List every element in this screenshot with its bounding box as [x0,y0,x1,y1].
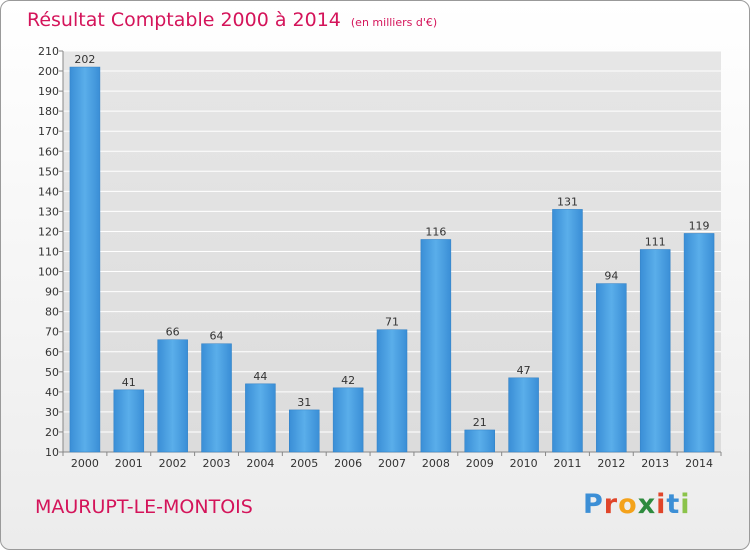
y-tick-label: 160 [38,145,59,158]
x-tick-label-2001: 2001 [115,457,143,470]
value-label-2004: 44 [253,370,267,383]
x-tick-label-2007: 2007 [378,457,406,470]
y-tick-label: 30 [45,406,59,419]
logo-letter: P [583,489,604,520]
bar-2009[interactable] [464,429,495,453]
bar-2002[interactable] [157,339,188,453]
x-tick-label-2009: 2009 [466,457,494,470]
value-label-2014: 119 [689,219,710,232]
y-tick-label: 50 [45,366,59,379]
x-tick-label-2000: 2000 [71,457,99,470]
value-label-2005: 31 [297,396,311,409]
x-tick-label-2008: 2008 [422,457,450,470]
value-label-2011: 131 [557,195,578,208]
y-tick-label: 100 [38,266,59,279]
y-tick-label: 110 [38,246,59,259]
y-tick-label: 80 [45,306,59,319]
bars-group [69,66,715,453]
value-label-2009: 21 [473,416,487,429]
x-tick-label-2006: 2006 [334,457,362,470]
value-label-2012: 94 [604,270,618,283]
logo-letter: r [603,489,619,520]
value-label-2010: 47 [517,364,531,377]
y-tick-label: 90 [45,286,59,299]
value-label-2000: 202 [74,53,95,66]
value-label-2007: 71 [385,316,399,329]
value-label-2002: 66 [166,326,180,339]
bar-2007[interactable] [376,329,408,453]
value-labels: 202 41 66 64 44 31 42 71 116 21 47 131 94 111 119 [74,53,709,429]
bar-2014[interactable] [683,233,715,453]
bar-2012[interactable] [596,283,627,453]
y-tick-label: 40 [45,386,59,399]
value-label-2008: 116 [425,225,446,238]
logo-letter: t [666,489,681,520]
y-tick-label: 70 [45,326,59,339]
y-tick-label: 190 [38,85,59,98]
x-tick-label-2004: 2004 [246,457,274,470]
y-tick-label: 120 [38,225,59,238]
bar-2004[interactable] [245,383,276,453]
x-tick-label-2013: 2013 [641,457,669,470]
bar-2001[interactable] [113,389,145,453]
x-tick-label-2011: 2011 [553,457,581,470]
y-tick-label: 130 [38,205,59,218]
y-tick-label: 210 [38,45,59,58]
bar-2008[interactable] [420,239,452,453]
logo-letter: i [656,489,667,520]
value-label-2013: 111 [645,235,666,248]
logo-letter: i [680,489,691,520]
y-tick-label: 10 [45,446,59,459]
y-tick-label: 170 [38,125,59,138]
x-tick-label-2005: 2005 [290,457,318,470]
y-tick-label: 180 [38,105,59,118]
x-tick-label-2002: 2002 [159,457,187,470]
y-tick-label: 60 [45,346,59,359]
chart-title: Résultat Comptable 2000 à 2014 (en millie… [27,9,438,31]
commune-name: MAURUPT-LE-MONTOIS [35,496,253,518]
bar-2013[interactable] [639,249,671,453]
value-label-2006: 42 [341,374,355,387]
x-axis: 2000 2001 2002 2003 2004 2005 2006 2007 2008 2009… [62,452,722,470]
y-axis: 10 20 30 40 50 60 70 80 90 100 110 120 130 140 150 160 1… [38,45,721,459]
bar-2000[interactable] [69,66,101,453]
bar-2003[interactable] [201,343,232,453]
bar-2010[interactable] [508,377,539,453]
bar-2005[interactable] [289,409,320,453]
y-tick-label: 140 [38,185,59,198]
y-tick-label: 150 [38,165,59,178]
value-label-2003: 64 [210,330,224,343]
proxiti-logo[interactable]: Proxiti [583,489,691,520]
logo-letter: x [637,489,657,520]
bar-2006[interactable] [332,387,364,453]
y-tick-label: 20 [45,426,59,439]
chart-subtitle: (en milliers d'€) [350,16,438,29]
x-tick-label-2012: 2012 [597,457,625,470]
x-tick-label-2014: 2014 [685,457,713,470]
x-tick-label-2003: 2003 [203,457,231,470]
logo-letter: o [618,489,638,520]
y-tick-label: 200 [38,65,59,78]
bar-2011[interactable] [552,209,583,453]
x-tick-label-2010: 2010 [510,457,538,470]
value-label-2001: 41 [122,376,136,389]
